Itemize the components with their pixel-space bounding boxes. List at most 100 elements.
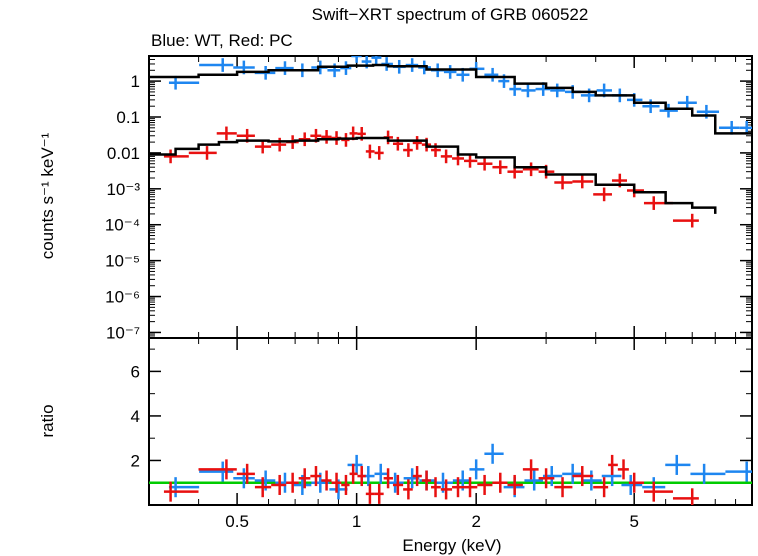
pc-point [477,156,493,171]
pc-point [412,136,422,150]
wt-ratio-point [582,470,602,491]
pc-model-curve [149,136,717,214]
wt-point [443,65,457,79]
pc-ratio-point [464,477,478,498]
chart-subtitle: Blue: WT, Red: PC [151,31,293,50]
wt-point [659,103,678,118]
pc-point [365,144,375,159]
wt-point [351,56,362,63]
pc-point [271,137,287,152]
y-tick-label: 10⁻³ [106,180,140,199]
pc-ratio-point [421,470,432,491]
pc-ratio-point [331,472,342,493]
pc-ratio-point [593,477,609,498]
wt-ratio-point [469,459,485,480]
wt-ratio-point [387,472,404,493]
wt-point [677,95,697,110]
pc-ratio-point [236,463,255,484]
pc-ratio-point [383,468,393,489]
y-tick-label: 10⁻⁷ [106,323,140,342]
y-axis-title-spectrum: counts s⁻¹ keV⁻¹ [38,132,57,259]
pc-point [163,149,189,164]
x-axis-title: Energy (keV) [402,536,501,555]
pc-ratio-point [374,483,384,504]
pc-ratio-point [392,474,404,495]
plot-frame [148,337,753,506]
pc-ratio-point [365,483,375,504]
pc-ratio-point [254,477,272,498]
pc-point [492,160,508,175]
pc-ratio-point [572,466,594,487]
wt-ratio-point [168,477,200,498]
y-tick-label: 0.01 [107,144,140,163]
pc-point [374,146,384,160]
pc-point [392,136,404,151]
y-tick-label: 0.1 [116,108,140,127]
y-tick-label: 2 [131,451,140,470]
wt-point [642,99,660,114]
pc-ratio-point [198,459,237,480]
pc-point [554,175,573,190]
pc-point [672,213,699,228]
pc-point [321,130,332,144]
pc-ratio-point [357,466,366,487]
ratio-panel: 2 4 6 [131,337,753,506]
x-tick-label: 0.5 [225,512,249,531]
y-tick-label: 4 [131,407,140,426]
wt-point [199,58,234,72]
pc-point [254,139,272,154]
y-tick-label: 6 [131,362,140,381]
x-axis: 0.5 1 2 5 [225,512,639,531]
wt-ratio-point [562,463,583,484]
pc-ratio-point [286,472,299,493]
plot-frame [148,55,753,339]
wt-ratio-point [725,461,752,482]
pc-ratio-point [643,481,673,502]
y-tick-label: 10⁻⁵ [105,252,140,271]
pc-ratio-point [298,468,311,489]
wt-point [521,83,536,98]
wt-ratio-point [690,463,726,484]
pc-point [593,187,612,202]
pc-ratio-point [349,463,358,484]
pc-point [403,143,413,157]
pc-point [464,154,478,168]
wt-ratio-point [199,461,234,482]
wt-ratio-point [484,443,504,464]
spectrum-data [149,56,752,228]
wt-point [275,61,294,75]
wt-ratio-point [233,468,255,489]
wt-point [371,56,382,65]
wt-ratio-point [347,454,363,475]
y-tick-label: 10⁻⁶ [105,288,140,307]
pc-ratio-point [431,477,441,498]
pc-point [216,126,237,141]
wt-ratio-point [374,463,388,484]
x-tick-label: 5 [629,512,638,531]
wt-point [550,83,565,98]
wt-model-curve [149,63,752,135]
wt-point [484,67,499,82]
spectrum-panel: 1 0.1 0.01 10⁻³ 10⁻⁴ 10⁻⁵ 10⁻⁶ 10⁻⁷ [105,55,753,342]
pc-point [572,174,594,189]
pc-ratio-point [628,472,644,493]
ratio-data [149,443,752,505]
pc-ratio-point [538,468,555,489]
wt-ratio-point [524,470,543,491]
pc-point [341,133,350,147]
pc-point [522,162,539,177]
pc-ratio-point [477,474,493,495]
wt-ratio-point [665,454,691,475]
pc-ratio-point [554,477,573,498]
pc-ratio-point [321,470,332,491]
pc-ratio-point [522,459,539,480]
pc-ratio-point [608,454,618,475]
y-axis-title-ratio: ratio [38,404,57,437]
pc-ratio-point [672,488,699,505]
pc-point [298,132,311,147]
wt-point [327,63,341,78]
x-tick-label: 1 [352,512,361,531]
wt-point [340,61,352,75]
pc-ratio-point [403,479,413,500]
pc-ratio-point [412,466,422,487]
